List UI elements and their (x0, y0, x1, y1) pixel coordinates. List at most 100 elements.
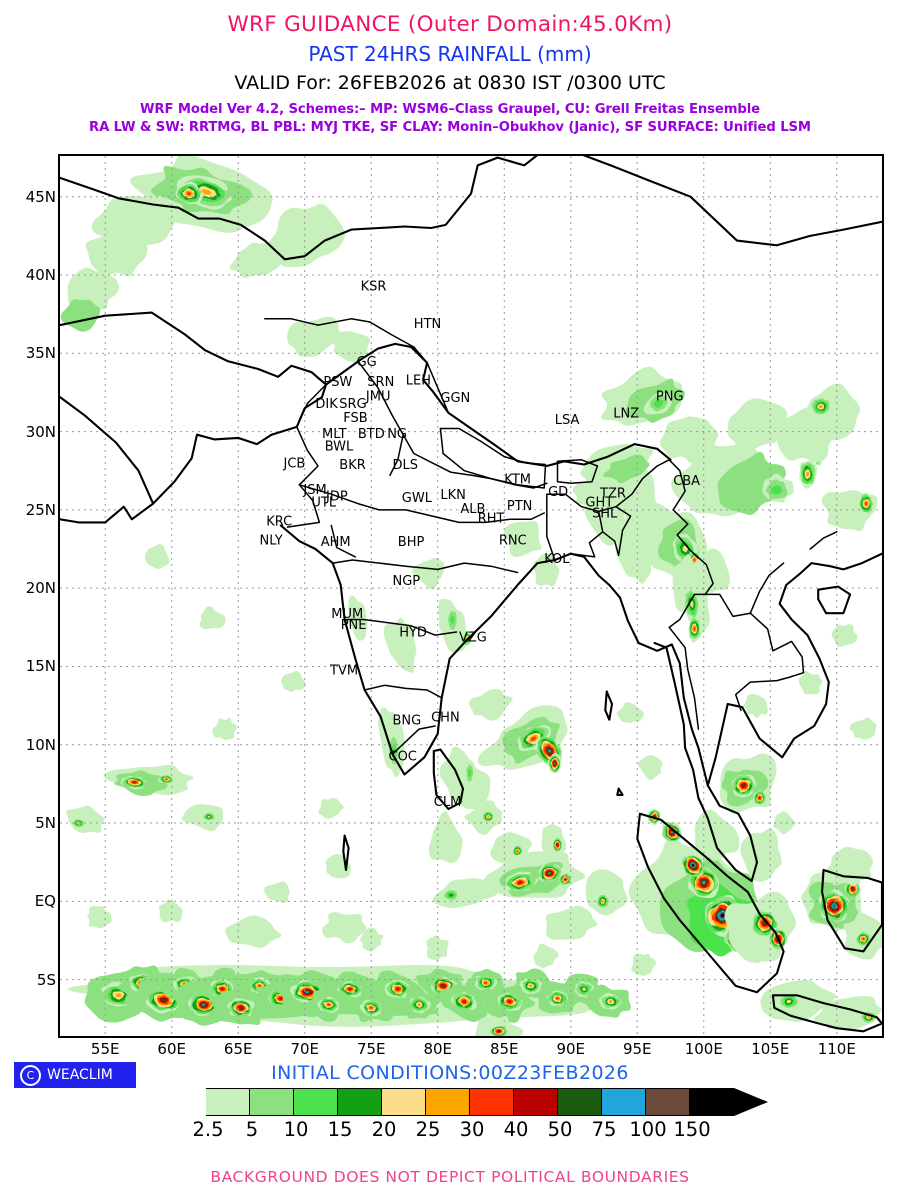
precip-contour (682, 545, 688, 553)
coastline-path (668, 459, 805, 712)
station-label: GGN (440, 391, 470, 406)
colorbar-tick-label: 150 (673, 1118, 711, 1141)
precip-contour (281, 671, 307, 693)
precip-contour (564, 878, 567, 881)
lat-tick-label: 10N (25, 735, 56, 754)
weaclim-label: WEACLIM (47, 1067, 113, 1083)
station-label: BTD (358, 427, 385, 442)
station-label: SRG (339, 397, 366, 412)
precip-contour (601, 900, 604, 903)
precip-contour (825, 846, 875, 887)
lat-tick-label: 30N (25, 422, 56, 441)
station-label: GWL (402, 491, 433, 506)
colorbar-segment (558, 1088, 602, 1116)
precip-contour (158, 899, 184, 923)
precip-contour (165, 778, 168, 780)
precip-contour (257, 984, 262, 988)
lat-tick-label: 35N (25, 344, 56, 363)
coastline-path (343, 618, 458, 636)
station-label: MLT (322, 427, 347, 442)
precip-contour (603, 454, 652, 484)
copyright-icon: C (20, 1064, 41, 1086)
precip-contour (468, 688, 514, 721)
coastline-path (60, 396, 155, 524)
precip-contour (467, 768, 472, 778)
coastline-path (809, 531, 838, 550)
precip-contour (616, 702, 645, 724)
page-title: WRF GUIDANCE (Outer Domain:45.0Km) (227, 12, 673, 37)
coastline-path (439, 427, 547, 489)
precip-contour (85, 222, 148, 277)
station-label: PSW (323, 375, 352, 390)
precip-contour (484, 981, 488, 985)
precip-contour (441, 984, 445, 988)
lon-tick-label: 55E (90, 1040, 120, 1058)
station-label: RNC (499, 533, 527, 548)
station-label: JDP (325, 490, 348, 505)
colorbar-under-cap (172, 1088, 206, 1116)
precip-contour (396, 987, 400, 991)
coastline-path (817, 585, 852, 615)
station-label: TVM (329, 663, 358, 678)
precip-contour (740, 828, 782, 882)
precip-contour (462, 1000, 467, 1003)
precip-contour (773, 811, 797, 835)
coastline-path (546, 493, 604, 561)
colorbar-segment (206, 1088, 250, 1116)
precip-contour (412, 557, 445, 590)
precip-contour (798, 670, 824, 695)
station-label: TZR (599, 486, 626, 501)
lon-tick-label: 90E (556, 1040, 586, 1058)
coastline-layer (60, 156, 882, 1033)
station-label: GHT (585, 496, 613, 511)
colorbar-segment (382, 1088, 426, 1116)
precip-contour (533, 943, 560, 968)
lon-tick-label: 65E (223, 1040, 253, 1058)
coastline-path (298, 484, 545, 524)
precip-contour (318, 797, 346, 819)
lat-tick-label: EQ (34, 892, 56, 911)
colorbar-segment (250, 1088, 294, 1116)
precip-contour (517, 881, 523, 884)
precip-contour (428, 811, 464, 864)
station-label: LEH (406, 374, 431, 389)
precip-contour (786, 999, 792, 1004)
precip-contour (448, 893, 454, 897)
coastline-path (363, 684, 443, 699)
precip-contour (202, 189, 212, 195)
precip-contour (556, 844, 558, 846)
colorbar-tick-label: 30 (459, 1118, 485, 1141)
station-label: BKR (339, 458, 365, 473)
station-label: GD (548, 485, 568, 500)
coastline-path (821, 868, 882, 953)
station-label: RHT (478, 511, 505, 526)
precip-contour (498, 1030, 501, 1032)
colorbar-segment (470, 1088, 514, 1116)
station-label: FSB (343, 411, 367, 426)
precip-contour (548, 749, 551, 753)
station-label: KSR (361, 280, 387, 295)
station-label: BWL (325, 439, 354, 454)
rainfall-map[interactable]: KSR HTN GG PSW SRN LEH JMU GGN DIK SRG FSB MLT BTD NG… (58, 154, 884, 1038)
colorbar-segment (602, 1088, 646, 1116)
precip-contour (554, 762, 556, 765)
precip-contour (631, 953, 657, 976)
disclaimer-text: BACKGROUND DOES NOT DEPICT POLITICAL BOU… (210, 1168, 690, 1186)
precip-contour (322, 912, 367, 944)
gridlines (60, 156, 882, 1036)
precip-contour (220, 987, 224, 991)
station-label: MUM (331, 607, 363, 622)
station-label: HYD (399, 626, 427, 641)
precip-contour (692, 548, 730, 593)
station-label: BNG (393, 713, 422, 728)
coastline-path (389, 433, 404, 477)
lat-tick-label: 5S (36, 970, 56, 989)
station-label: CLM (434, 795, 462, 810)
station-label: CBA (673, 474, 700, 489)
coastline-path (749, 562, 785, 614)
precip-contour (144, 544, 170, 570)
coastline-path (331, 559, 519, 574)
lon-tick-label: 60E (157, 1040, 187, 1058)
coastline-path (286, 383, 327, 528)
